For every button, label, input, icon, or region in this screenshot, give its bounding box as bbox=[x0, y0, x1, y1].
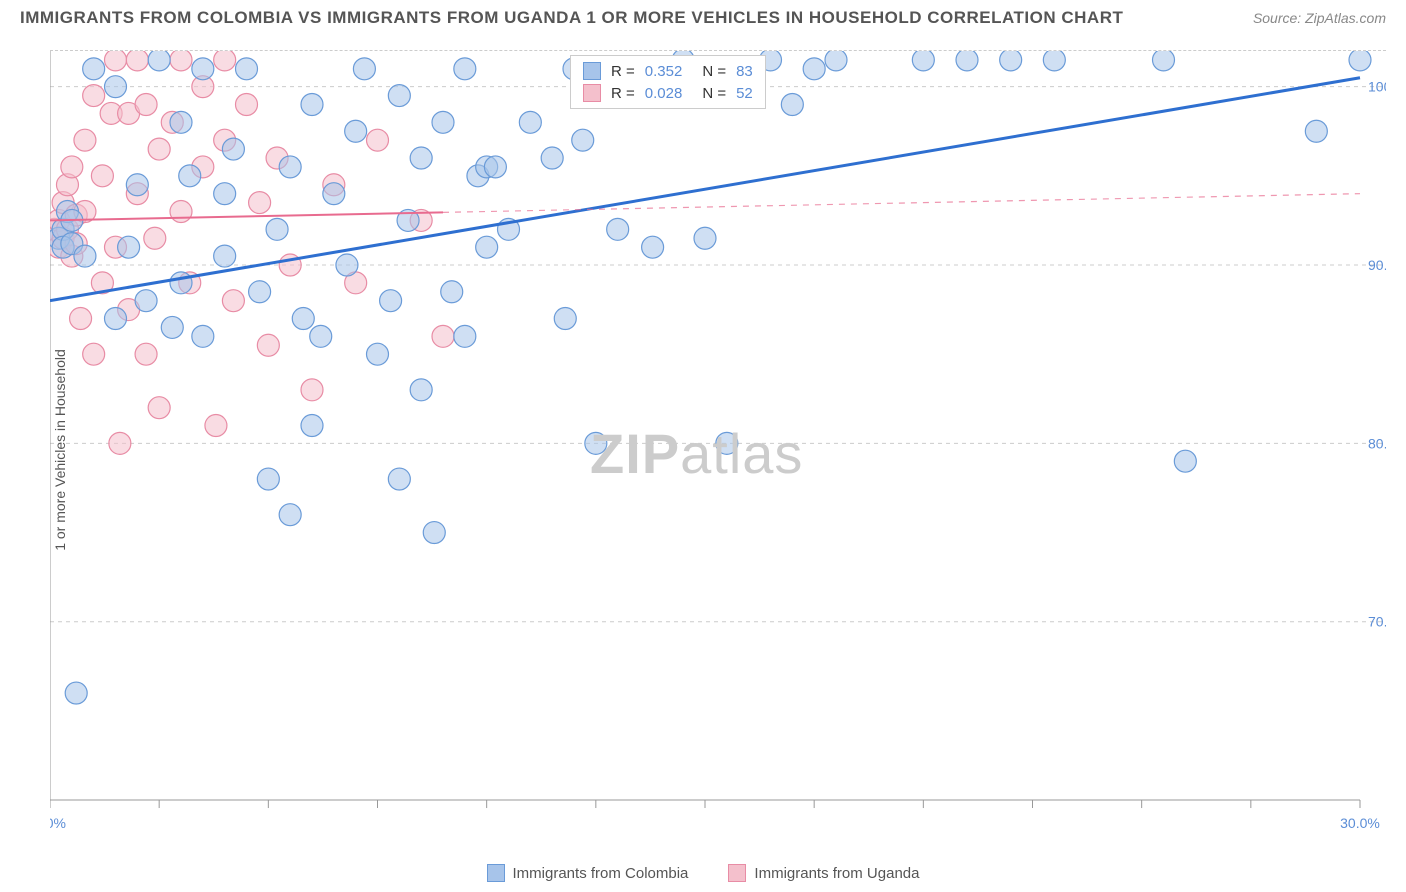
stats-legend-box: R = 0.352 N = 83 R = 0.028 N = 52 bbox=[570, 55, 766, 109]
stats-n-value: 83 bbox=[736, 63, 753, 80]
svg-text:0.0%: 0.0% bbox=[50, 815, 66, 831]
chart-area: 1 or more Vehicles in Household 70.0% 80.… bbox=[50, 50, 1386, 832]
stats-r-label: R = bbox=[611, 85, 635, 102]
stats-r-label: R = bbox=[611, 63, 635, 80]
stats-r-value: 0.028 bbox=[645, 85, 683, 102]
stats-row: R = 0.352 N = 83 bbox=[571, 60, 765, 82]
header: IMMIGRANTS FROM COLOMBIA VS IMMIGRANTS F… bbox=[0, 0, 1406, 36]
svg-text:80.0%: 80.0% bbox=[1368, 435, 1386, 451]
legend-item: Immigrants from Uganda bbox=[728, 864, 919, 882]
stats-swatch-icon bbox=[583, 84, 601, 102]
stats-r-value: 0.352 bbox=[645, 63, 683, 80]
svg-text:30.0%: 30.0% bbox=[1340, 815, 1380, 831]
svg-text:90.0%: 90.0% bbox=[1368, 257, 1386, 273]
legend-swatch-icon bbox=[728, 864, 746, 882]
stats-swatch-icon bbox=[583, 62, 601, 80]
bottom-legend: Immigrants from Colombia Immigrants from … bbox=[0, 864, 1406, 882]
legend-item: Immigrants from Colombia bbox=[487, 864, 689, 882]
svg-text:70.0%: 70.0% bbox=[1368, 614, 1386, 630]
stats-n-label: N = bbox=[702, 85, 726, 102]
legend-label: Immigrants from Uganda bbox=[754, 865, 919, 882]
chart-title: IMMIGRANTS FROM COLOMBIA VS IMMIGRANTS F… bbox=[20, 8, 1123, 28]
svg-text:100.0%: 100.0% bbox=[1368, 79, 1386, 95]
legend-swatch-icon bbox=[487, 864, 505, 882]
stats-row: R = 0.028 N = 52 bbox=[571, 82, 765, 104]
source-label: Source: ZipAtlas.com bbox=[1253, 10, 1386, 26]
stats-n-label: N = bbox=[702, 63, 726, 80]
scatter-plot: 70.0% 80.0% 90.0% 100.0% 0.0% 30.0% bbox=[50, 51, 1386, 832]
y-axis-label: 1 or more Vehicles in Household bbox=[52, 349, 68, 551]
legend-label: Immigrants from Colombia bbox=[513, 865, 689, 882]
stats-n-value: 52 bbox=[736, 85, 753, 102]
